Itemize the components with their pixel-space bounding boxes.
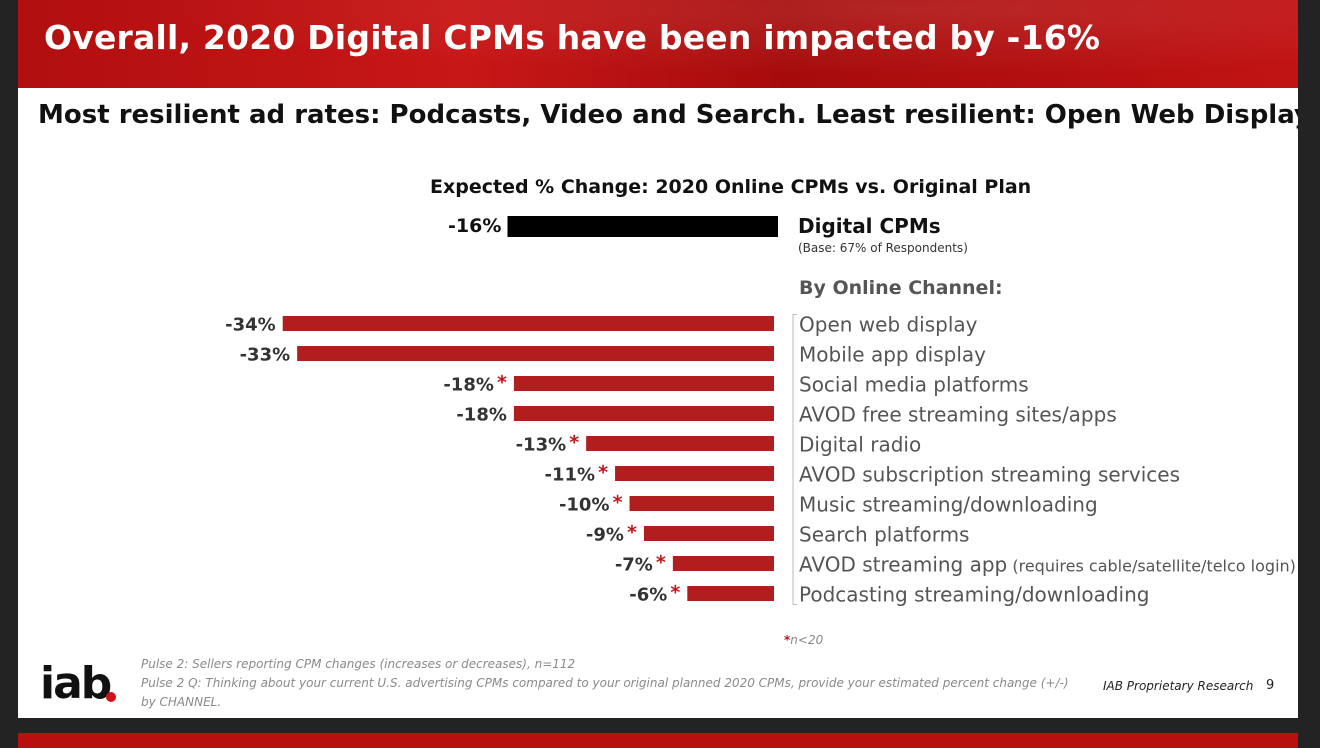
total-base-note: (Base: 67% of Respondents): [798, 241, 968, 255]
iab-logo: iab: [40, 658, 112, 709]
value-label: -18%: [443, 375, 494, 396]
small-base-star: *: [670, 582, 680, 604]
bar-chart: -34% Open web display -33% Mobile app displ…: [225, 216, 1296, 607]
value-label: -13%: [516, 435, 567, 456]
channel-bar: [586, 436, 774, 451]
value-label: -9%: [586, 525, 624, 546]
total-value-label: -16%: [448, 215, 502, 237]
iab-logo-dot: [106, 692, 116, 702]
value-label: -34%: [225, 315, 276, 336]
small-base-footnote: *n<20: [784, 633, 823, 647]
channel-bar: [513, 406, 774, 421]
proprietary-label: IAB Proprietary Research: [1103, 679, 1254, 693]
small-base-star: *: [627, 522, 637, 544]
chart-title: Expected % Change: 2020 Online CPMs vs. …: [430, 176, 1032, 198]
page-number: 9: [1266, 678, 1275, 693]
small-base-star: *: [569, 432, 579, 454]
slide-title: Overall, 2020 Digital CPMs have been imp…: [44, 18, 1101, 57]
channel-bar: [687, 586, 774, 601]
value-label: -7%: [615, 555, 653, 576]
category-label: Search platforms: [799, 523, 969, 547]
small-base-star: *: [656, 552, 666, 574]
channel-bar: [513, 376, 774, 391]
small-base-star: *: [613, 492, 623, 514]
footnote-star: *: [784, 633, 791, 647]
value-label: -6%: [629, 585, 667, 606]
footnote-text: n<20: [790, 633, 824, 647]
value-label: -33%: [240, 345, 291, 366]
channel-bar: [297, 346, 774, 361]
source-line: Pulse 2: Sellers reporting CPM changes (…: [141, 657, 576, 671]
total-category-label: Digital CPMs: [798, 214, 941, 238]
category-label: AVOD subscription streaming services: [799, 463, 1180, 487]
category-label: Podcasting streaming/downloading: [799, 583, 1149, 607]
value-label: -11%: [544, 465, 595, 486]
group-label: By Online Channel:: [799, 277, 1003, 299]
category-label: Social media platforms: [799, 373, 1029, 397]
category-label: Open web display: [799, 313, 978, 337]
source-line: Pulse 2 Q: Thinking about your current U…: [141, 676, 1069, 690]
small-base-star: *: [598, 462, 608, 484]
channel-bar: [643, 526, 774, 541]
value-label: -10%: [559, 495, 610, 516]
source-line: by CHANNEL.: [141, 695, 222, 709]
source-notes: Pulse 2: Sellers reporting CPM changes (…: [141, 655, 1069, 712]
total-bar: [507, 216, 778, 237]
category-label: AVOD streaming app (requires cable/satel…: [799, 553, 1296, 577]
next-slide-strip: [18, 733, 1298, 748]
category-label: Mobile app display: [799, 343, 986, 367]
small-base-star: *: [497, 372, 507, 394]
category-label: Digital radio: [799, 433, 921, 457]
title-banner: [18, 0, 1298, 88]
category-label: Music streaming/downloading: [799, 493, 1098, 517]
slide: Overall, 2020 Digital CPMs have been imp…: [18, 0, 1298, 718]
channel-bar: [672, 556, 774, 571]
channel-bracket: [792, 314, 797, 605]
channel-bar: [282, 316, 774, 331]
channel-bar: [629, 496, 774, 511]
category-label: AVOD free streaming sites/apps: [799, 403, 1117, 427]
category-note: (requires cable/satellite/telco login): [1007, 557, 1296, 576]
channel-bar: [615, 466, 774, 481]
slide-subtitle: Most resilient ad rates: Podcasts, Video…: [38, 100, 1298, 130]
value-label: -18%: [456, 405, 507, 426]
